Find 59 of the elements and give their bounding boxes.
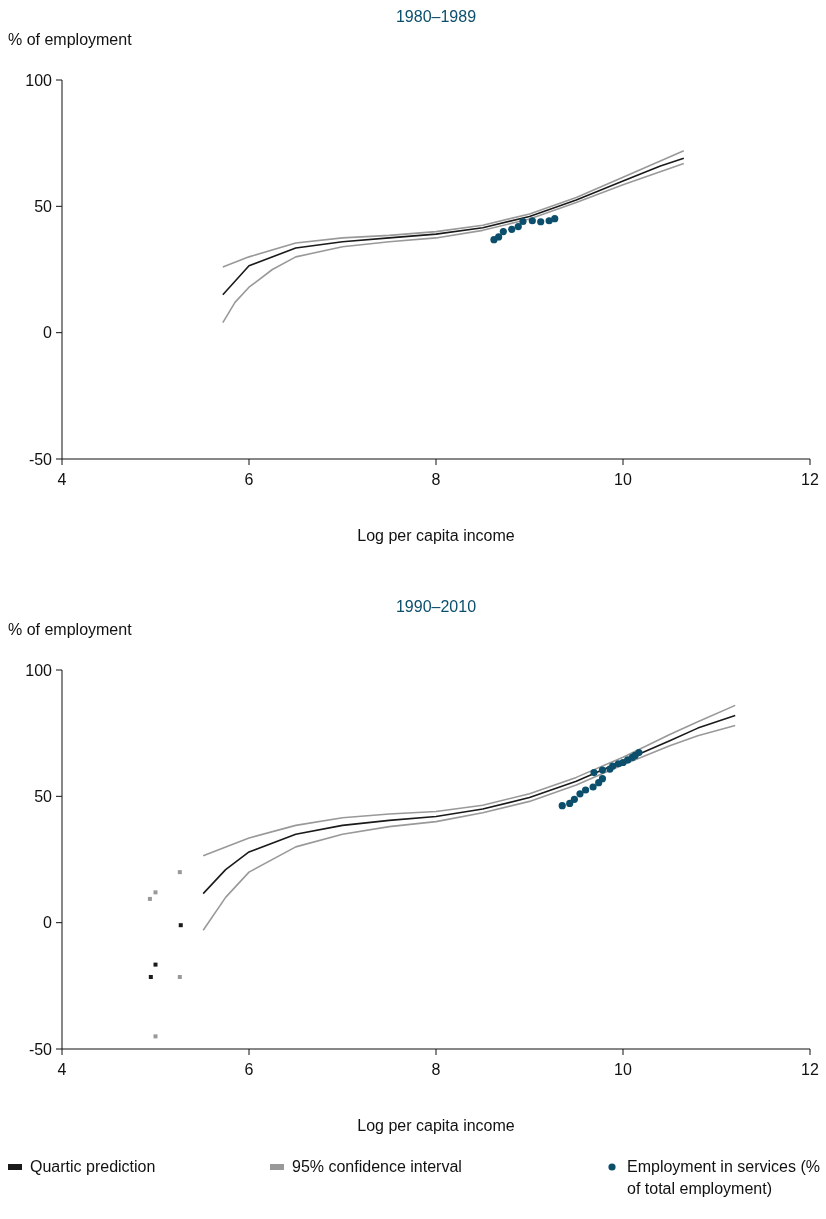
line-series [202, 724, 736, 932]
x-tick-label: 12 [801, 471, 819, 488]
x-tick-label: 8 [431, 1061, 441, 1078]
point [570, 795, 578, 803]
point [576, 790, 584, 798]
point [153, 1034, 158, 1039]
y-tick-label: 50 [34, 787, 53, 805]
point [153, 962, 158, 967]
x-tick-label: 4 [57, 471, 67, 488]
y-tick-label: 0 [43, 914, 53, 932]
point [582, 786, 590, 794]
point [177, 870, 182, 875]
line-series [222, 149, 685, 268]
legend-label: Employment in services (% of total employment) [627, 1158, 820, 1197]
line-series [222, 162, 685, 324]
point [598, 775, 607, 783]
point [537, 218, 545, 226]
x-tick-label: 4 [57, 1061, 67, 1078]
point [508, 225, 516, 233]
point [495, 233, 503, 241]
point [514, 222, 522, 231]
point [499, 228, 507, 236]
x-tick-label: 10 [614, 471, 632, 488]
point [177, 974, 182, 979]
y-tick-label: 100 [25, 71, 53, 89]
line-series [222, 157, 685, 296]
x-tick-label: 6 [244, 471, 254, 488]
y-axis-title: % of employment [8, 31, 133, 48]
point [558, 802, 566, 810]
y-tick-label: -50 [28, 450, 53, 468]
point [598, 766, 607, 774]
y-tick-label: 100 [25, 661, 53, 679]
point [178, 923, 183, 928]
point [589, 783, 597, 791]
y-tick-label: 50 [34, 197, 53, 215]
point [590, 768, 598, 777]
legend-label: 95% confidence interval [292, 1158, 462, 1175]
line-series [202, 704, 736, 857]
point [528, 217, 536, 225]
point [147, 896, 152, 901]
x-axis-title: Log per capita income [357, 527, 515, 544]
chart-title: 1990–2010 [395, 598, 477, 615]
point [635, 749, 643, 757]
y-tick-label: -50 [28, 1040, 53, 1058]
x-tick-label: 10 [614, 1061, 632, 1078]
point [148, 974, 153, 979]
x-tick-label: 6 [244, 1061, 254, 1078]
legend-label: Quartic prediction [30, 1158, 156, 1175]
x-tick-label: 8 [431, 471, 441, 488]
chart-title: 1980–1989 [395, 8, 477, 25]
x-axis-title: Log per capita income [357, 1117, 515, 1134]
y-axis-title: % of employment [8, 621, 133, 638]
y-tick-label: 0 [43, 324, 53, 342]
line-series [202, 714, 736, 895]
point [153, 890, 158, 895]
point [566, 799, 574, 808]
point [551, 215, 559, 223]
point [519, 217, 527, 226]
x-tick-label: 12 [801, 1061, 819, 1078]
